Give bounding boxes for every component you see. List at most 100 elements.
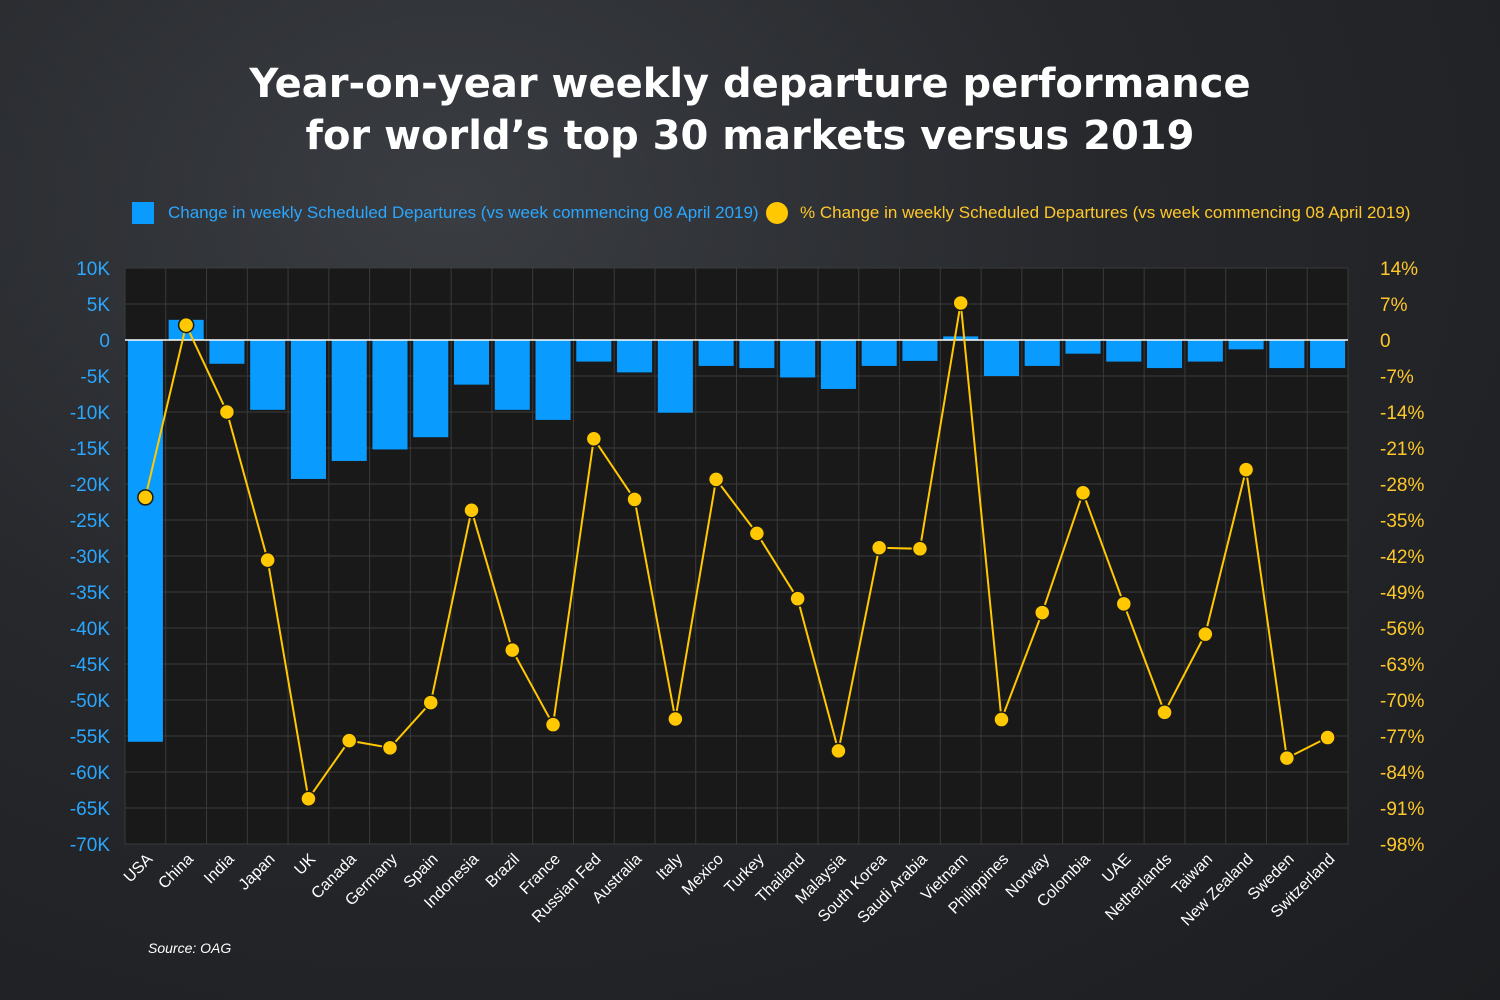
point-russian-fed	[585, 430, 603, 447]
left-axis-tick-label: -45K	[70, 655, 110, 676]
point-india	[218, 403, 236, 421]
bar-australia	[617, 340, 653, 373]
bar-norway	[1024, 340, 1060, 366]
bar-colombia	[1065, 340, 1101, 354]
right-axis-tick-label: -56%	[1380, 619, 1424, 640]
chart-title: Year-on-year weekly departure performanc…	[0, 58, 1500, 162]
point-norway	[1034, 604, 1051, 621]
left-axis-tick-label: -35K	[70, 583, 110, 604]
point-germany	[381, 739, 399, 757]
right-axis-tick-label: -42%	[1380, 547, 1424, 568]
point-france	[544, 716, 562, 733]
x-axis-tick-label: China	[155, 851, 197, 893]
right-axis-tick-label: 14%	[1380, 259, 1418, 280]
point-canada	[340, 732, 358, 749]
left-axis-tick-label: -20K	[70, 475, 110, 496]
x-axis-tick-label: USA	[121, 851, 157, 887]
x-axis-tick-label: Japan	[236, 851, 279, 894]
chart-title-line-2: for world’s top 30 markets versus 2019	[305, 113, 1195, 159]
left-axis-tick-label: 0	[99, 331, 110, 352]
left-axis-tick-label: -30K	[70, 547, 110, 568]
point-malaysia	[830, 742, 847, 760]
point-sweden	[1278, 749, 1296, 767]
left-axis-tick-label: 10K	[76, 259, 110, 280]
bar-saudi-arabia	[902, 340, 938, 361]
point-new-zealand	[1237, 461, 1255, 478]
legend-bar-swatch	[132, 202, 154, 224]
left-axis-tick-label: -60K	[70, 763, 110, 784]
left-axis-tick-label: -50K	[70, 691, 110, 712]
point-italy	[667, 710, 684, 728]
right-axis-tick-label: -14%	[1380, 403, 1424, 424]
legend-percent-label: % Change in weekly Scheduled Departures …	[800, 203, 1411, 222]
point-saudi-arabia	[911, 540, 929, 558]
legend-dot-swatch	[766, 202, 788, 224]
x-axis-tick-label: Italy	[653, 851, 686, 884]
right-axis-tick-label: -63%	[1380, 655, 1424, 676]
left-axis-tick-label: -55K	[70, 727, 110, 748]
bar-russian-fed	[576, 340, 612, 362]
bar-vietnam	[943, 336, 979, 340]
legend-item-bars: Change in weekly Scheduled Departures (v…	[132, 202, 759, 224]
x-axis-tick-label: UK	[292, 851, 320, 879]
right-axis-tick-label: -77%	[1380, 727, 1424, 748]
bar-turkey	[739, 340, 775, 369]
right-axis-tick-label: -84%	[1380, 763, 1424, 784]
point-spain	[422, 694, 439, 711]
bar-uae	[1106, 340, 1142, 362]
bar-indonesia	[453, 340, 490, 385]
percent-change-line	[144, 302, 1329, 802]
left-axis-tick-label: -25K	[70, 511, 110, 532]
point-south-korea	[870, 539, 888, 557]
legend-item-percent: % Change in weekly Scheduled Departures …	[766, 202, 1410, 224]
point-taiwan	[1197, 625, 1214, 643]
x-axis-tick-label: UAE	[1099, 851, 1134, 886]
bar-italy	[657, 340, 693, 413]
point-japan	[259, 551, 276, 569]
chart-title-line-1: Year-on-year weekly departure performanc…	[249, 61, 1251, 107]
point-netherlands	[1156, 704, 1173, 721]
point-colombia	[1074, 484, 1092, 501]
point-thailand	[789, 590, 806, 607]
left-axis-tick-label: -65K	[70, 799, 110, 820]
bar-malaysia	[820, 340, 856, 389]
left-axis-tick-label: 5K	[87, 295, 111, 316]
right-axis-tick-label: -7%	[1380, 367, 1414, 388]
right-axis-tick-label: -49%	[1380, 583, 1424, 604]
right-axis-tick-label: -28%	[1380, 475, 1424, 496]
bar-usa	[127, 340, 163, 742]
bar-new-zealand	[1228, 340, 1264, 350]
bar-germany	[372, 340, 408, 450]
bar-south-korea	[861, 340, 897, 366]
x-axis-tick-label: Mexico	[679, 851, 727, 899]
bar-taiwan	[1187, 340, 1223, 362]
x-axis-tick-label: India	[201, 851, 238, 888]
point-switzerland	[1319, 729, 1336, 746]
bar-switzerland	[1310, 340, 1346, 369]
point-brazil	[504, 641, 521, 659]
point-china	[177, 316, 195, 334]
left-axis-tick-label: -5K	[80, 367, 110, 388]
point-uk	[300, 790, 317, 807]
right-axis-tick-label: -91%	[1380, 799, 1424, 820]
bar-india	[209, 340, 245, 364]
bar-philippines	[983, 340, 1020, 376]
bar-thailand	[780, 340, 816, 378]
left-axis-tick-label: -40K	[70, 619, 110, 640]
point-indonesia	[463, 501, 480, 519]
point-mexico	[707, 471, 725, 488]
point-usa	[137, 489, 154, 506]
bar-japan	[250, 340, 286, 410]
bar-mexico	[698, 340, 734, 366]
right-axis-tick-label: -70%	[1380, 691, 1424, 712]
bar-netherlands	[1147, 340, 1183, 369]
bar-sweden	[1269, 340, 1305, 369]
point-uae	[1115, 595, 1133, 613]
right-axis-tick-label: -21%	[1380, 439, 1424, 460]
bar-france	[535, 340, 571, 420]
legend-bar-label: Change in weekly Scheduled Departures (v…	[168, 203, 759, 222]
bar-brazil	[494, 340, 530, 410]
left-axis-tick-label: -70K	[70, 835, 110, 856]
left-axis-tick-label: -10K	[70, 403, 110, 424]
